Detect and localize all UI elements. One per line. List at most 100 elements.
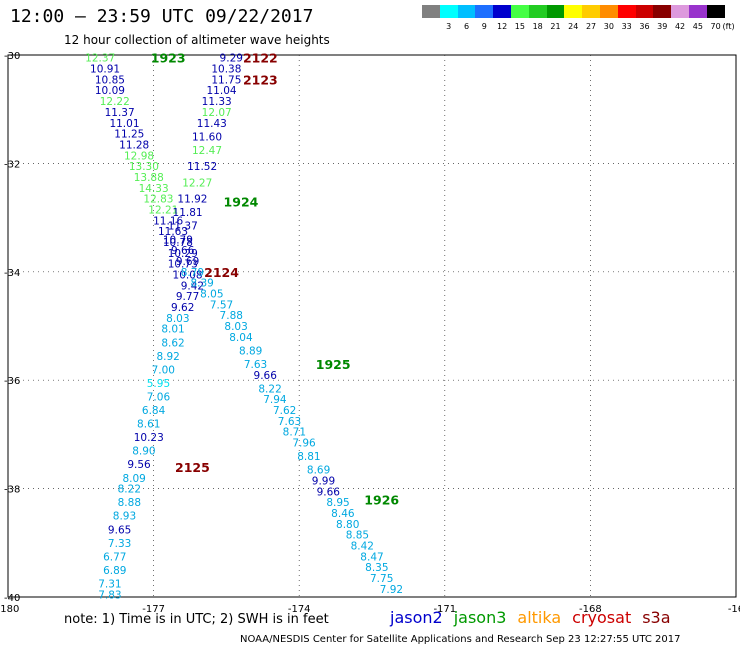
wave-height-point: 11.60	[192, 131, 222, 143]
legend-label: 12	[496, 22, 508, 31]
legend-label: 21	[550, 22, 561, 31]
wave-height-point: 11.37	[168, 221, 198, 233]
wave-height-point: 9.42	[181, 280, 204, 292]
wave-height-point: 11.33	[202, 96, 232, 108]
wave-height-point: 7.92	[380, 584, 403, 596]
wave-height-point: 6.77	[103, 551, 126, 563]
wave-height-point: 9.66	[171, 245, 195, 257]
wave-height-point: 11.28	[119, 139, 149, 151]
wave-height-point: 10.91	[90, 64, 120, 76]
chart-subtitle: 12 hour collection of altimeter wave hei…	[64, 33, 330, 47]
legend-swatch	[635, 5, 654, 18]
wave-height-point: 7.00	[152, 364, 175, 376]
legend-swatch	[510, 5, 529, 18]
time-label: 2123	[243, 72, 278, 87]
wave-height-point: 13.88	[134, 172, 164, 184]
legend-item: 30	[599, 5, 618, 31]
wave-height-point: 7.75	[370, 573, 393, 585]
wave-height-point: 9.77	[176, 291, 199, 303]
y-tick-label: -36	[4, 376, 20, 387]
time-label: 2125	[175, 460, 210, 475]
legend-item: 36	[635, 5, 654, 31]
x-tick-label: -171	[433, 604, 456, 615]
x-tick-label: -174	[288, 604, 311, 615]
legend-swatch	[671, 5, 689, 18]
legend-label: 36	[639, 22, 650, 31]
wave-height-point: 7.62	[273, 405, 296, 417]
wave-height-point: 7.94	[263, 394, 287, 406]
wave-height-point: 8.81	[297, 451, 320, 463]
legend-swatch	[617, 5, 636, 18]
wave-height-point: 11.43	[197, 118, 227, 130]
wave-height-point: 11.16	[153, 215, 183, 227]
wave-height-point: 10.85	[95, 74, 125, 86]
satellite-jason2: jason2	[390, 608, 443, 627]
wave-height-point: 10.73	[168, 259, 198, 271]
legend-swatch	[439, 5, 458, 18]
legend-swatch	[422, 5, 440, 18]
wave-height-point: 11.01	[109, 118, 139, 130]
wave-height-point: 13.30	[129, 161, 159, 173]
wave-height-point: 9.69	[176, 256, 199, 268]
satellite-jason3: jason3	[453, 608, 507, 627]
time-label: 2122	[243, 51, 278, 66]
wave-height-point: 8.88	[118, 497, 141, 509]
wave-height-point: 8.80	[336, 519, 359, 531]
legend-item: 70	[706, 5, 725, 31]
legend-unit: (ft)	[722, 22, 735, 31]
wave-height-point: 10.23	[134, 432, 164, 444]
legend-label: 6	[463, 22, 470, 31]
legend-label: 18	[532, 22, 543, 31]
legend-item: 39	[653, 5, 672, 31]
wave-height-point: 8.62	[161, 337, 184, 349]
satellite-s3a: s3a	[642, 608, 671, 627]
legend-label: 15	[514, 22, 525, 31]
wave-height-point: 8.95	[326, 497, 349, 509]
x-tick-label: -180	[0, 604, 19, 615]
wave-height-point: 8.05	[200, 288, 223, 300]
time-label: 1926	[364, 492, 399, 507]
y-tick-label: -40	[4, 593, 20, 604]
legend-item: 9	[475, 5, 494, 31]
wave-height-point: 5.95	[147, 378, 170, 390]
legend-label: 39	[657, 22, 668, 31]
wave-height-point: 7.31	[98, 578, 121, 590]
wave-height-point: 12.47	[192, 145, 222, 157]
legend-swatch	[653, 5, 672, 18]
wave-height-point: 12.21	[148, 204, 178, 216]
wave-height-point: 8.79	[181, 267, 204, 279]
wave-height-point: 11.81	[173, 207, 203, 219]
wave-height-point: 14.33	[139, 183, 169, 195]
legend-swatch	[688, 5, 707, 18]
wave-height-point: 9.29	[220, 53, 243, 65]
wave-height-point: 8.04	[229, 332, 253, 344]
wave-height-point: 8.22	[118, 484, 141, 496]
legend-swatch	[475, 5, 494, 18]
legend-swatch	[706, 5, 725, 18]
legend-item: 21	[546, 5, 565, 31]
wave-height-point: 12.27	[182, 177, 212, 189]
legend-item: 33	[617, 5, 636, 31]
legend-swatch	[546, 5, 565, 18]
wave-height-point: 7.06	[147, 391, 171, 403]
y-tick-label: -30	[4, 51, 20, 62]
wave-height-point: 8.35	[365, 562, 388, 574]
footer-credit: NOAA/NESDIS Center for Satellite Applica…	[240, 634, 681, 645]
wave-height-point: 8.93	[113, 511, 136, 523]
legend-swatch	[582, 5, 600, 18]
plot-frame	[7, 54, 737, 598]
wave-height-point: 9.65	[108, 524, 131, 536]
satellite-altika: altika	[517, 608, 562, 627]
wave-height-point: 12.22	[100, 96, 130, 108]
wave-height-point: 7.63	[244, 359, 267, 371]
wave-height-point: 12.37	[85, 53, 115, 65]
x-tick-label: -177	[142, 604, 165, 615]
wave-height-point: 8.89	[239, 345, 262, 357]
wave-height-point: 8.85	[346, 530, 369, 542]
wave-height-point: 7.83	[98, 589, 121, 601]
satellite-cryosat: cryosat	[572, 608, 632, 627]
wave-height-point: 11.37	[105, 107, 135, 119]
wave-height-point: 8.90	[132, 446, 155, 458]
color-legend: 3 6 9 12 15 18 21 24 27 30 33 36 39 42 45 70 (ft)	[422, 5, 735, 31]
wave-height-point: 8.42	[351, 541, 374, 553]
